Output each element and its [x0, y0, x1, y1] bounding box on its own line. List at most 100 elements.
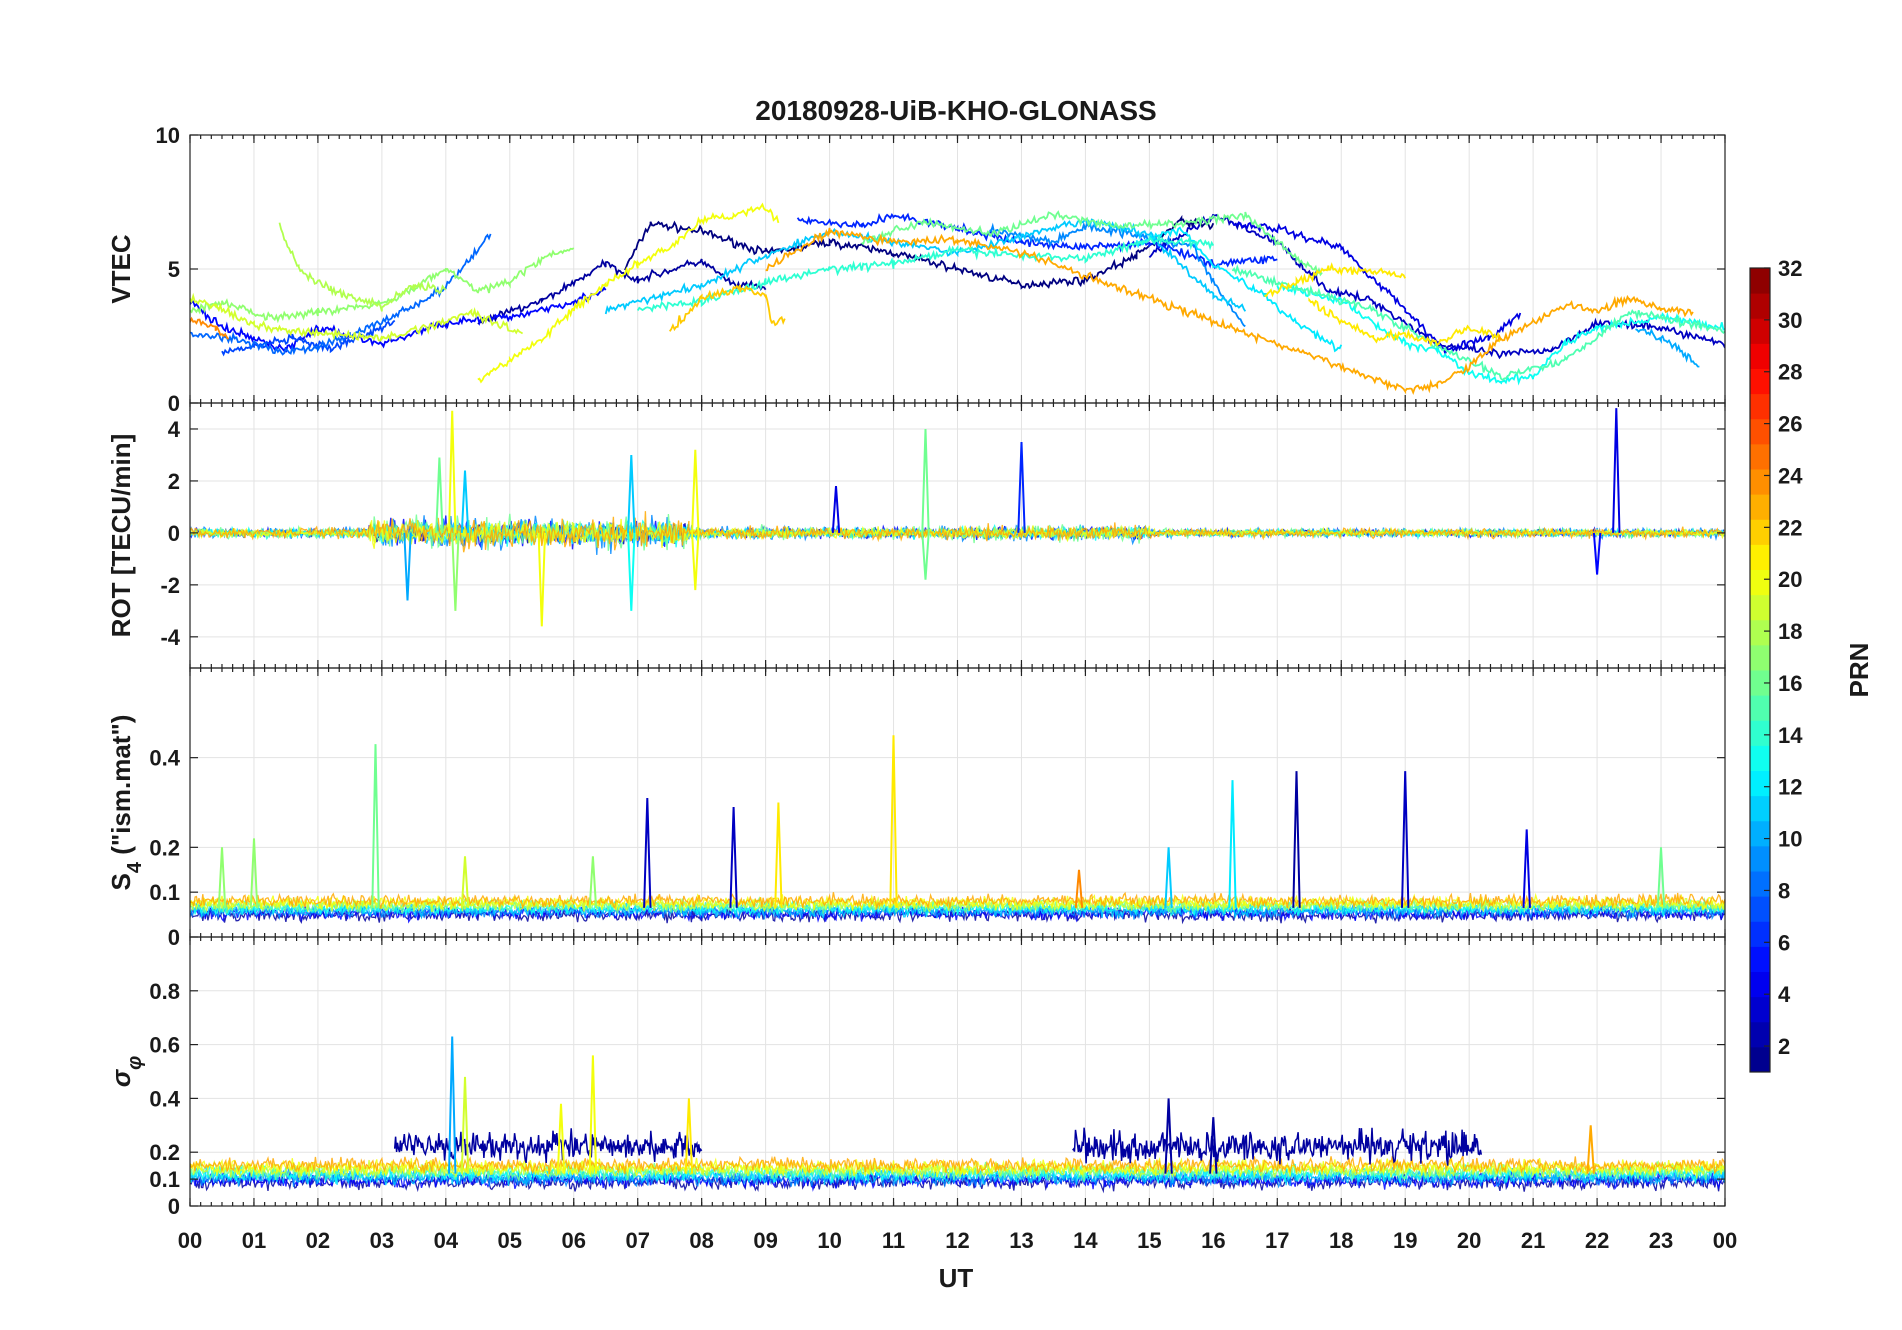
y-axis-label-vtec: VTEC: [106, 234, 136, 304]
x-tick-label: 23: [1649, 1228, 1673, 1253]
series-prn-19: [190, 292, 524, 342]
series-prn-13: [1276, 280, 1725, 386]
spike: [1164, 1098, 1173, 1174]
spike: [460, 1076, 470, 1174]
x-tick-label: 20: [1457, 1228, 1481, 1253]
series-prn-12: [1135, 226, 1343, 353]
colorbar-band: [1750, 745, 1770, 771]
colorbar-tick-label: 32: [1778, 256, 1802, 281]
y-tick-label: -2: [160, 573, 180, 598]
spike: [691, 449, 700, 533]
y-tick-label: 0: [168, 521, 180, 546]
colorbar-band: [1750, 544, 1770, 570]
y-tick-label: 0: [168, 391, 180, 416]
spike: [921, 428, 930, 533]
y-axis-label-sigma_phi: σφ: [106, 1056, 146, 1087]
spike: [588, 856, 598, 908]
colorbar-band: [1750, 670, 1770, 696]
x-tick-label: 03: [370, 1228, 394, 1253]
x-tick-label: 16: [1201, 1228, 1225, 1253]
series-prn-16: [861, 210, 1323, 277]
colorbar-band: [1750, 845, 1770, 872]
spike: [627, 454, 636, 533]
colorbar-band: [1750, 770, 1770, 797]
colorbar-band: [1750, 594, 1770, 621]
colorbar-band: [1750, 343, 1770, 369]
chart-title: 20180928-UiB-KHO-GLONASS: [755, 95, 1156, 126]
panel-s4: 0 0.1 0.2 0.4S4 ("ism.mat"): [106, 667, 1726, 950]
baseline-prn-20: [190, 1156, 1725, 1178]
spike: [1586, 1125, 1595, 1174]
x-tick-label: 00: [178, 1228, 202, 1253]
colorbar-tick-label: 12: [1778, 775, 1802, 800]
series-prn-20: [477, 202, 780, 384]
spike: [627, 532, 636, 611]
spike: [403, 532, 412, 601]
colorbar-band: [1750, 494, 1770, 520]
colorbar-band: [1750, 871, 1770, 897]
x-tick-label: 09: [753, 1228, 777, 1253]
y-tick-label: 0: [168, 925, 180, 950]
spike: [451, 532, 460, 611]
series-prn-24: [190, 316, 230, 340]
colorbar-tick-label: 10: [1778, 827, 1802, 852]
baseline-prn-16: [190, 896, 1725, 916]
spike: [537, 532, 546, 627]
x-tick-label: 14: [1073, 1228, 1098, 1253]
x-tick-label: 22: [1585, 1228, 1609, 1253]
series-prn-9: [989, 221, 1246, 328]
series-prn-14: [636, 234, 1215, 313]
panel-vtec: 0 5 10 VTEC: [106, 123, 1726, 416]
spike: [448, 1036, 457, 1174]
colorbar-band: [1750, 795, 1770, 822]
y-tick-label: 10: [156, 123, 180, 148]
y-axis-label-s4: S4 ("ism.mat"): [106, 715, 146, 891]
y-tick-label: 0.8: [149, 979, 180, 1004]
series-group: [190, 1036, 1725, 1194]
spike: [1292, 771, 1301, 908]
colorbar-tick-label: 8: [1778, 878, 1790, 903]
y-tick-label: 0.4: [149, 746, 180, 771]
x-tick-label: 13: [1009, 1228, 1033, 1253]
spike: [217, 847, 227, 908]
spike: [460, 470, 470, 533]
x-tick-label: 08: [689, 1228, 713, 1253]
colorbar-band: [1750, 368, 1770, 395]
x-axis-label: UT: [939, 1263, 974, 1293]
colorbar-band: [1750, 695, 1770, 721]
colorbar-band: [1750, 820, 1770, 847]
colorbar-tick-label: 2: [1778, 1034, 1790, 1059]
colorbar-band: [1750, 619, 1770, 646]
colorbar-tick-label: 16: [1778, 671, 1802, 696]
y-tick-label: 2: [168, 469, 180, 494]
y-tick-label: 4: [168, 417, 181, 442]
x-tick-label: 10: [817, 1228, 841, 1253]
spike: [1209, 1117, 1218, 1174]
x-tick-label: 11: [882, 1228, 905, 1253]
x-tick-label: 21: [1521, 1228, 1545, 1253]
y-tick-label: 0.1: [149, 1167, 180, 1192]
colorbar-tick-label: 6: [1778, 930, 1790, 955]
panel-rot: -4 -2 0 2 4 ROT [TECU/min]: [106, 402, 1726, 669]
colorbar-band: [1750, 946, 1770, 972]
colorbar-band: [1750, 1046, 1770, 1073]
colorbar-band: [1750, 996, 1770, 1023]
x-tick-label: 00: [1713, 1228, 1737, 1253]
series-group: [190, 735, 1725, 925]
spike: [1164, 847, 1173, 908]
grid: [189, 668, 1726, 938]
spike: [1017, 441, 1026, 533]
colorbar-band: [1750, 644, 1770, 671]
spike: [1612, 408, 1621, 533]
colorbar-band: [1750, 971, 1770, 998]
colorbar-tick-label: 20: [1778, 567, 1802, 592]
x-tick-label: 17: [1265, 1228, 1289, 1253]
spike: [371, 744, 380, 908]
series-prn-15: [1231, 264, 1725, 382]
panel-sigma_phi: 00.10.2 0.4 0.6 0.8 σφ: [106, 936, 1726, 1219]
y-axis-label-rot: ROT [TECU/min]: [106, 434, 136, 638]
spike: [691, 532, 700, 591]
spike: [1228, 780, 1237, 908]
